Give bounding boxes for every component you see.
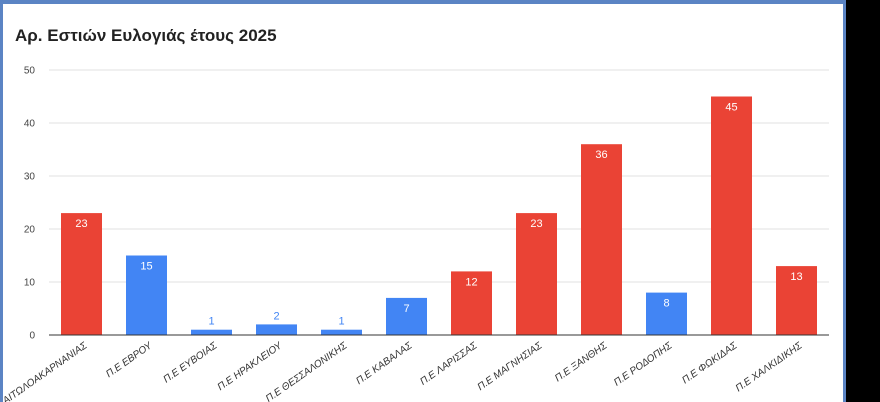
data-label-2: 15 [140,261,152,273]
bar-1 [61,213,102,335]
bar-11 [711,96,752,335]
data-label-11: 45 [725,102,737,114]
y-tick-label: 10 [24,278,36,289]
data-label-6: 7 [403,303,409,315]
y-tick-label: 20 [24,225,36,236]
y-tick-label: 40 [24,119,36,130]
bars [61,96,817,335]
x-category-label-9: Π.Ε ΞΑΝΘΗΣ [553,340,610,384]
data-label-10: 8 [663,298,669,310]
x-category-label-12: Π.Ε ΧΑΛΚΙΔΙΚΗΣ [734,340,805,395]
x-category-label-1: Π.Ε ΑΙΤΩΛΟΑΚΑΡΝΑΝΙΑΣ [3,340,90,402]
bar-5 [321,329,362,335]
data-label-12: 13 [790,271,802,283]
bar-7 [451,271,492,335]
x-category-label-11: Π.Ε ΦΩΚΙΔΑΣ [680,340,740,386]
y-tick-label: 30 [24,172,36,183]
data-label-9: 36 [595,149,607,161]
data-label-8: 23 [530,218,542,230]
x-category-label-4: Π.Ε ΗΡΑΚΛΕΙΟΥ [216,340,286,393]
chart-frame: Αρ. Εστιών Ευλογιάς έτους 2025 0 10 20 30 40… [0,0,846,402]
x-category-label-2: Π.Ε ΕΒΡΟΥ [104,340,155,380]
gridlines [49,69,829,283]
x-category-label-10: Π.Ε ΡΟΔΟΠΗΣ [612,340,675,389]
data-label-5: 1 [338,316,344,328]
bar-8 [516,213,557,335]
bar-9 [581,144,622,335]
data-label-4: 2 [273,310,279,322]
data-label-3: 1 [208,316,214,328]
x-category-label-8: Π.Ε ΜΑΓΝΗΣΙΑΣ [476,340,545,393]
data-label-1: 23 [75,218,87,230]
chart-title: Αρ. Εστιών Ευλογιάς έτους 2025 [15,26,277,45]
bar-2 [126,255,167,335]
bar-12 [776,266,817,335]
bar-6 [386,297,427,335]
x-category-label-6: Π.Ε ΚΑΒΑΛΑΣ [354,340,415,387]
data-label-7: 12 [465,276,477,288]
x-category-label-7: Π.Ε ΛΑΡΙΣΣΑΣ [418,340,480,388]
y-tick-label: 0 [29,331,35,342]
y-tick-label: 50 [24,66,36,77]
y-axis-ticks: 0 10 20 30 40 50 [24,66,36,342]
x-category-label-3: Π.Ε ΕΥΒΟΙΑΣ [162,340,220,386]
bar-3 [191,329,232,335]
bar-10 [646,292,687,335]
bar-4 [256,324,297,335]
